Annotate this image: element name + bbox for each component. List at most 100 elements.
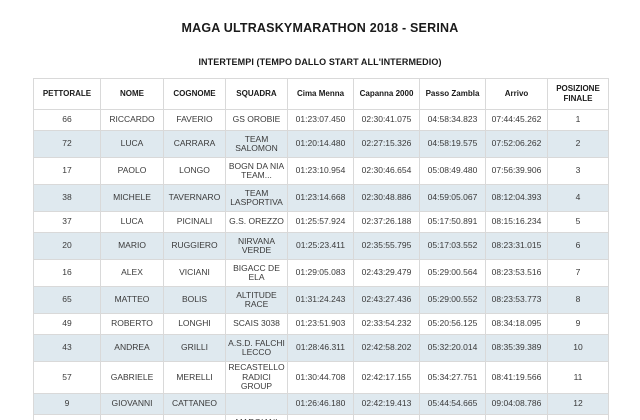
column-header-arrivo: Arrivo — [485, 78, 548, 110]
cell-pettorale: 20 — [33, 232, 101, 260]
cell-posizione-finale: 6 — [547, 232, 609, 260]
cell-capanna-2000: 02:30:48.886 — [353, 184, 420, 212]
cell-squadra: MARGIANI TEAM — [225, 413, 288, 420]
cell-posizione-finale: 7 — [547, 259, 609, 287]
cell-cognome: RUGGIERO — [163, 232, 226, 260]
cell-nome: MATTEO — [100, 286, 164, 314]
cell-arrivo: 07:52:06.262 — [485, 130, 548, 158]
cell-arrivo: 07:44:45.262 — [485, 109, 548, 131]
cell-cima-menna: 01:23:10.954 — [287, 157, 354, 185]
cell-posizione-finale: 1 — [547, 109, 609, 131]
column-header-cognome: COGNOME — [163, 78, 226, 110]
table-row: 72 LUCA CARRARA TEAM SALOMON 01:20:14.480 02:… — [33, 130, 609, 158]
cell-arrivo: 09:05:17.807 — [485, 413, 548, 420]
cell-posizione-finale: 13 — [547, 413, 609, 420]
cell-arrivo: 09:04:08.786 — [485, 392, 548, 415]
header-row: PETTORALE NOME COGNOME SQUADRA Cima Menn… — [33, 78, 609, 110]
cell-passo-zambla: 05:08:49.480 — [419, 157, 486, 185]
table-row: 16 ALEX VICIANI BIGACC DE ELA 01:29:05.083 02… — [33, 259, 609, 287]
cell-posizione-finale: 4 — [547, 184, 609, 212]
table-row: 43 ANDREA GRILLI A.S.D. FALCHI LECCO 01:28:4… — [33, 334, 609, 362]
cell-nome: RICCARDO — [100, 109, 164, 131]
cell-cima-menna: 01:28:46.311 — [287, 334, 354, 362]
cell-passo-zambla: 05:54:44.826 — [419, 413, 486, 420]
cell-cima-menna: 01:29:05.083 — [287, 259, 354, 287]
cell-arrivo: 08:34:18.095 — [485, 313, 548, 335]
cell-cima-menna: 01:25:57.924 — [287, 211, 354, 233]
cell-pettorale: 65 — [33, 286, 101, 314]
cell-cognome: LONGO — [163, 157, 226, 185]
cell-arrivo: 08:23:31.015 — [485, 232, 548, 260]
cell-squadra: GS OROBIE — [225, 109, 288, 131]
cell-nome: ANDREA — [100, 334, 164, 362]
cell-cognome: FAVERIO — [163, 109, 226, 131]
cell-capanna-2000: 02:43:29.479 — [353, 259, 420, 287]
cell-pettorale: 43 — [33, 334, 101, 362]
cell-passo-zambla: 05:34:27.751 — [419, 361, 486, 394]
cell-squadra: SCAIS 3038 — [225, 313, 288, 335]
cell-pettorale: 16 — [33, 259, 101, 287]
cell-cognome: GRILLI — [163, 334, 226, 362]
cell-posizione-finale: 3 — [547, 157, 609, 185]
cell-nome: PAOLO — [100, 157, 164, 185]
cell-capanna-2000: 02:43:27.436 — [353, 286, 420, 314]
cell-posizione-finale: 9 — [547, 313, 609, 335]
column-header-squadra: SQUADRA — [225, 78, 288, 110]
cell-posizione-finale: 10 — [547, 334, 609, 362]
table-row: 49 ROBERTO LONGHI SCAIS 3038 01:23:51.903 02:… — [33, 313, 609, 335]
cell-posizione-finale: 5 — [547, 211, 609, 233]
cell-squadra: G.S. OREZZO — [225, 211, 288, 233]
cell-passo-zambla: 05:17:03.552 — [419, 232, 486, 260]
cell-squadra: TEAM SALOMON — [225, 130, 288, 158]
cell-nome: ROBERTO — [100, 313, 164, 335]
cell-pettorale: 72 — [33, 130, 101, 158]
cell-cima-menna: 01:25:23.411 — [287, 232, 354, 260]
cell-capanna-2000: 02:35:55.795 — [353, 232, 420, 260]
table-header: PETTORALE NOME COGNOME SQUADRA Cima Menn… — [33, 78, 609, 110]
column-header-capanna-2000: Capanna 2000 — [353, 78, 420, 110]
cell-capanna-2000: 02:30:41.075 — [353, 109, 420, 131]
cell-capanna-2000: 02:42:58.202 — [353, 334, 420, 362]
cell-nome: MARIO — [100, 232, 164, 260]
cell-pettorale: 57 — [33, 361, 101, 394]
cell-capanna-2000: 02:30:46.654 — [353, 157, 420, 185]
cell-capanna-2000: 02:37:26.188 — [353, 211, 420, 233]
cell-capanna-2000: 02:33:54.232 — [353, 313, 420, 335]
cell-posizione-finale: 11 — [547, 361, 609, 394]
column-header-nome: NOME — [100, 78, 164, 110]
cell-arrivo: 07:56:39.906 — [485, 157, 548, 185]
cell-passo-zambla: 05:17:50.891 — [419, 211, 486, 233]
cell-posizione-finale: 12 — [547, 392, 609, 415]
table-row: 17 PAOLO LONGO BOGN DA NIA TEAM... 01:23:10.… — [33, 157, 609, 185]
table-row: 20 MARIO RUGGIERO NIRVANA VERDE 01:25:23.411… — [33, 232, 609, 260]
column-header-passo-zambla: Passo Zambla — [419, 78, 486, 110]
cell-pettorale: 17 — [33, 157, 101, 185]
cell-cima-menna: 01:26:46.180 — [287, 392, 354, 415]
cell-squadra: BOGN DA NIA TEAM... — [225, 157, 288, 185]
cell-nome: GIOVANNI — [100, 392, 164, 415]
cell-arrivo: 08:23:53.516 — [485, 259, 548, 287]
table-row: 37 LUCA PICINALI G.S. OREZZO 01:25:57.924 02:… — [33, 211, 609, 233]
cell-pettorale: 66 — [33, 109, 101, 131]
column-header-pettorale: PETTORALE — [33, 78, 101, 110]
cell-arrivo: 08:35:39.389 — [485, 334, 548, 362]
cell-cognome: MERELLI — [163, 361, 226, 394]
cell-squadra — [225, 392, 288, 415]
cell-cima-menna: 01:30:44.708 — [287, 361, 354, 394]
cell-squadra: RECASTELLO RADICI GROUP — [225, 361, 288, 394]
cell-cima-menna: 01:20:14.480 — [287, 130, 354, 158]
cell-cima-menna: 01:23:51.903 — [287, 313, 354, 335]
cell-cima-menna: 01:35:33.662 — [287, 413, 354, 420]
cell-nome: LUCA — [100, 211, 164, 233]
cell-pettorale: 49 — [33, 313, 101, 335]
table-row: 9 GIOVANNI CATTANEO 01:26:46.180 02:42:19.41… — [33, 392, 609, 415]
cell-capanna-2000: 02:27:15.326 — [353, 130, 420, 158]
cell-cognome: PICINALI — [163, 211, 226, 233]
cell-capanna-2000: 02:57:26.979 — [353, 413, 420, 420]
cell-squadra: ALTITUDE RACE — [225, 286, 288, 314]
table-body: 66 RICCARDO FAVERIO GS OROBIE 01:23:07.450 02… — [33, 109, 609, 420]
cell-posizione-finale: 8 — [547, 286, 609, 314]
cell-pettorale: 37 — [33, 211, 101, 233]
cell-cognome: POMPOLI — [163, 413, 226, 420]
